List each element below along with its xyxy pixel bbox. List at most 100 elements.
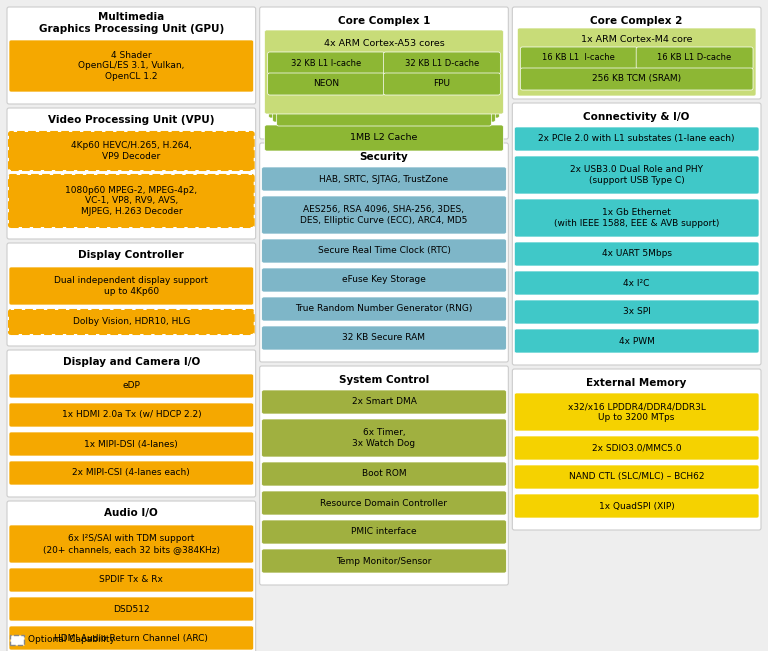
FancyBboxPatch shape [7,501,256,651]
FancyBboxPatch shape [7,108,256,239]
Text: 16 KB L1 D-cache: 16 KB L1 D-cache [657,53,732,62]
Text: x32/x16 LPDDR4/DDR4/DDR3L
Up to 3200 MTps: x32/x16 LPDDR4/DDR4/DDR3L Up to 3200 MTp… [568,402,706,422]
Text: DSD512: DSD512 [113,605,150,613]
Text: 16 KB L1  I-cache: 16 KB L1 I-cache [542,53,615,62]
FancyBboxPatch shape [260,143,508,362]
FancyBboxPatch shape [9,310,253,334]
Text: NEON: NEON [313,79,339,89]
FancyBboxPatch shape [383,52,500,74]
FancyBboxPatch shape [9,461,253,485]
Text: Resource Domain Controller: Resource Domain Controller [320,499,448,508]
Text: Boot ROM: Boot ROM [362,469,406,478]
Text: Optional Capability: Optional Capability [28,635,115,644]
Text: 1x MIPI-DSI (4-lanes): 1x MIPI-DSI (4-lanes) [84,439,178,449]
FancyBboxPatch shape [9,525,253,563]
FancyBboxPatch shape [518,28,756,96]
FancyBboxPatch shape [515,300,759,324]
FancyBboxPatch shape [262,297,506,321]
Text: Video Processing Unit (VPU): Video Processing Unit (VPU) [48,115,214,125]
Text: Secure Real Time Clock (RTC): Secure Real Time Clock (RTC) [317,247,451,255]
Text: Multimedia
Graphics Processing Unit (GPU): Multimedia Graphics Processing Unit (GPU… [38,12,224,35]
Text: Dolby Vision, HDR10, HLG: Dolby Vision, HDR10, HLG [73,318,190,327]
FancyBboxPatch shape [262,326,506,350]
FancyBboxPatch shape [265,30,503,114]
Text: AES256, RSA 4096, SHA-256, 3DES,
DES, Elliptic Curve (ECC), ARC4, MD5: AES256, RSA 4096, SHA-256, 3DES, DES, El… [300,205,468,225]
Text: System Control: System Control [339,375,429,385]
Text: HDMI Audio Return Channel (ARC): HDMI Audio Return Channel (ARC) [55,633,208,643]
Text: 4 Shader
OpenGL/ES 3.1, Vulkan,
OpenCL 1.2: 4 Shader OpenGL/ES 3.1, Vulkan, OpenCL 1… [78,51,184,81]
Text: HAB, SRTC, SJTAG, TrustZone: HAB, SRTC, SJTAG, TrustZone [319,174,449,184]
FancyBboxPatch shape [262,196,506,234]
FancyBboxPatch shape [276,42,492,126]
FancyBboxPatch shape [515,156,759,194]
Text: NAND CTL (SLC/MLC) – BCH62: NAND CTL (SLC/MLC) – BCH62 [569,473,704,482]
FancyBboxPatch shape [262,419,506,457]
FancyBboxPatch shape [9,568,253,592]
Text: External Memory: External Memory [587,378,687,388]
FancyBboxPatch shape [9,132,253,170]
FancyBboxPatch shape [512,103,761,365]
FancyBboxPatch shape [262,491,506,515]
Text: 2x MIPI-CSI (4-lanes each): 2x MIPI-CSI (4-lanes each) [72,469,190,477]
FancyBboxPatch shape [268,52,385,74]
FancyBboxPatch shape [9,626,253,650]
FancyBboxPatch shape [515,329,759,353]
Text: Display and Camera I/O: Display and Camera I/O [63,357,200,367]
Text: 32 KB L1 D-cache: 32 KB L1 D-cache [405,59,479,68]
FancyBboxPatch shape [515,465,759,489]
FancyBboxPatch shape [269,34,499,118]
Text: 4x UART 5Mbps: 4x UART 5Mbps [601,249,672,258]
FancyBboxPatch shape [636,47,753,69]
Text: Display Controller: Display Controller [78,250,184,260]
FancyBboxPatch shape [262,167,506,191]
FancyBboxPatch shape [512,369,761,530]
Text: Core Complex 2: Core Complex 2 [591,16,683,26]
FancyBboxPatch shape [262,390,506,414]
Text: 1x QuadSPI (XIP): 1x QuadSPI (XIP) [599,501,674,510]
Text: 6x Timer,
3x Watch Dog: 6x Timer, 3x Watch Dog [353,428,415,448]
Text: FPU: FPU [433,79,450,89]
FancyBboxPatch shape [515,127,759,151]
Text: 6x I²S/SAI with TDM support
(20+ channels, each 32 bits @384KHz): 6x I²S/SAI with TDM support (20+ channel… [43,534,220,554]
Text: 2x PCIe 2.0 with L1 substates (1-lane each): 2x PCIe 2.0 with L1 substates (1-lane ea… [538,135,735,143]
FancyBboxPatch shape [7,243,256,346]
FancyBboxPatch shape [383,73,500,95]
FancyBboxPatch shape [260,7,508,139]
FancyBboxPatch shape [262,549,506,573]
FancyBboxPatch shape [521,68,753,90]
Text: eFuse Key Storage: eFuse Key Storage [342,275,426,284]
Text: 2x USB3.0 Dual Role and PHY
(support USB Type C): 2x USB3.0 Dual Role and PHY (support USB… [570,165,703,185]
Text: 32 KB L1 I-cache: 32 KB L1 I-cache [291,59,361,68]
Text: Audio I/O: Audio I/O [104,508,158,518]
Text: Connectivity & I/O: Connectivity & I/O [584,112,690,122]
FancyBboxPatch shape [515,271,759,295]
FancyBboxPatch shape [515,393,759,431]
FancyBboxPatch shape [9,40,253,92]
FancyBboxPatch shape [515,199,759,237]
FancyBboxPatch shape [9,597,253,621]
FancyBboxPatch shape [262,268,506,292]
Text: 32 KB Secure RAM: 32 KB Secure RAM [343,333,425,342]
FancyBboxPatch shape [9,267,253,305]
Text: Dual independent display support
up to 4Kp60: Dual independent display support up to 4… [55,276,208,296]
FancyBboxPatch shape [265,30,503,114]
Text: 2x SDIO3.0/MMC5.0: 2x SDIO3.0/MMC5.0 [592,443,681,452]
Text: Security: Security [359,152,409,162]
Text: 256 KB TCM (SRAM): 256 KB TCM (SRAM) [592,74,681,83]
Text: 1x ARM Cortex-M4 core: 1x ARM Cortex-M4 core [581,36,693,44]
FancyBboxPatch shape [515,436,759,460]
Text: 4x I²C: 4x I²C [624,279,650,288]
Text: eDP: eDP [122,381,141,391]
Text: True Random Number Generator (RNG): True Random Number Generator (RNG) [296,305,472,314]
FancyBboxPatch shape [7,7,256,104]
FancyBboxPatch shape [268,73,385,95]
Text: 1MB L2 Cache: 1MB L2 Cache [350,133,418,143]
Text: 1x Gb Ethernet
(with IEEE 1588, EEE & AVB support): 1x Gb Ethernet (with IEEE 1588, EEE & AV… [554,208,720,228]
FancyBboxPatch shape [521,47,637,69]
Text: 2x Smart DMA: 2x Smart DMA [352,398,416,406]
Text: 1x HDMI 2.0a Tx (w/ HDCP 2.2): 1x HDMI 2.0a Tx (w/ HDCP 2.2) [61,411,201,419]
Text: Core Complex 1: Core Complex 1 [338,16,430,26]
FancyBboxPatch shape [9,175,253,227]
FancyBboxPatch shape [515,494,759,518]
Bar [10,635,24,645]
